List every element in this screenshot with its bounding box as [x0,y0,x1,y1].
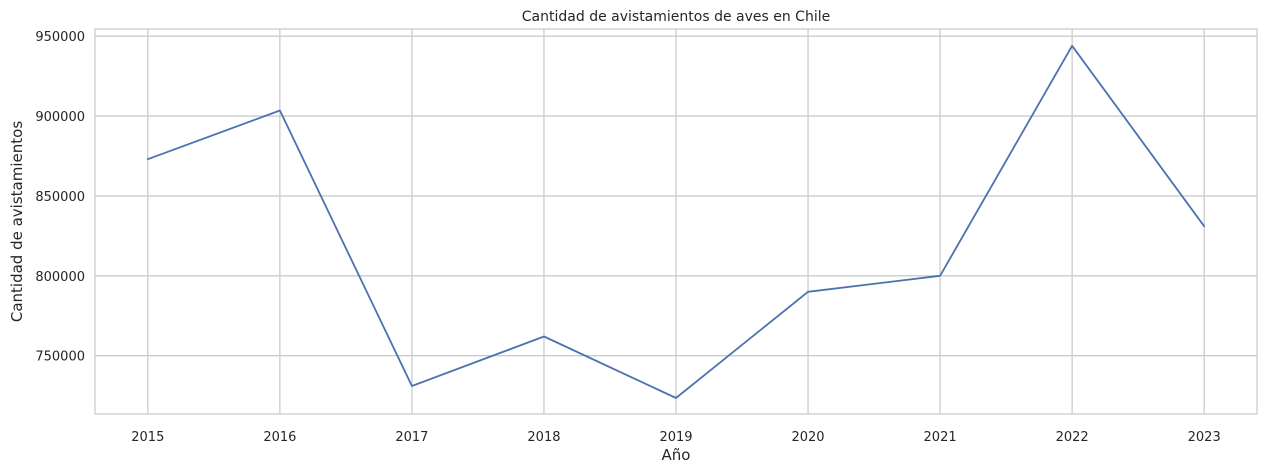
x-tick-label: 2022 [1056,430,1089,445]
x-axis-label: Año [662,446,691,464]
y-axis-label: Cantidad de avistamientos [8,121,26,322]
x-tick-label: 2019 [659,430,692,445]
y-tick-label: 850000 [35,190,85,205]
y-axis-ticks: 750000 800000 850000 900000 950000 [35,30,85,365]
x-tick-label: 2017 [395,430,428,445]
series-layer [146,44,1206,399]
y-tick-label: 900000 [35,110,85,125]
x-axis-ticks: 2015 2016 2017 2018 2019 2020 2021 2022 2023 [131,430,1220,445]
chart-title: Cantidad de avistamientos de aves en Chi… [522,9,830,25]
x-tick-label: 2018 [527,430,560,445]
axes-frame [94,28,1258,415]
y-tick-label: 750000 [35,350,85,365]
x-tick-label: 2020 [791,430,824,445]
x-tick-label: 2015 [131,430,164,445]
y-tick-label: 800000 [35,270,85,285]
series-line [146,44,1206,399]
x-tick-label: 2016 [263,430,296,445]
x-tick-label: 2023 [1188,430,1221,445]
x-tick-label: 2021 [924,430,957,445]
y-tick-label: 950000 [35,30,85,45]
grid [95,29,1257,414]
